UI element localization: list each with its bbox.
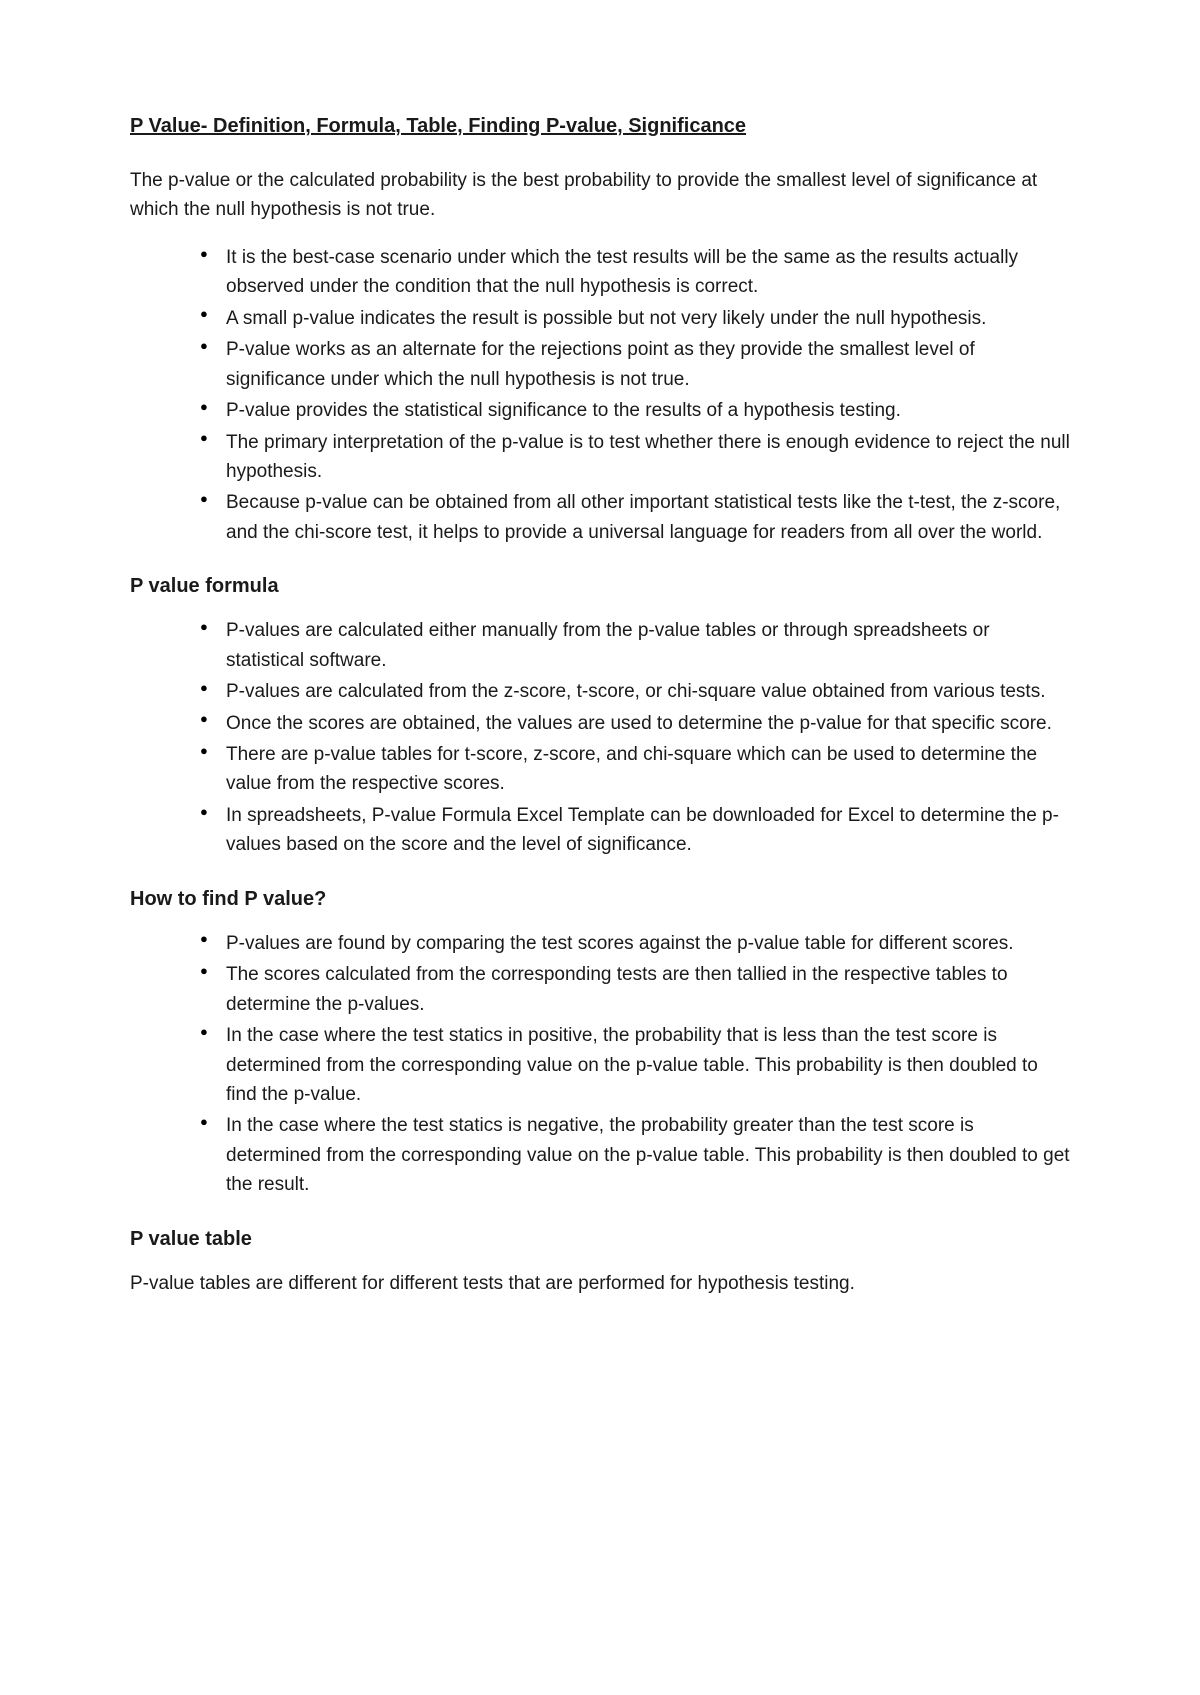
bullet-list-1: P-values are calculated either manually … <box>130 616 1070 860</box>
list-item: There are p-value tables for t-score, z-… <box>200 740 1070 799</box>
subheading-table: P value table <box>130 1228 1070 1251</box>
document-page: P Value- Definition, Formula, Table, Fin… <box>0 0 1200 1695</box>
list-item: P-values are found by comparing the test… <box>200 929 1070 958</box>
subheading-formula: P value formula <box>130 575 1070 598</box>
bullet-list-2: P-values are found by comparing the test… <box>130 929 1070 1200</box>
list-item: The scores calculated from the correspon… <box>200 960 1070 1019</box>
table-paragraph: P-value tables are different for differe… <box>130 1269 1070 1298</box>
list-item: It is the best-case scenario under which… <box>200 243 1070 302</box>
bullet-list-0: It is the best-case scenario under which… <box>130 243 1070 547</box>
list-item: In spreadsheets, P-value Formula Excel T… <box>200 801 1070 860</box>
list-item: Once the scores are obtained, the values… <box>200 709 1070 738</box>
list-item: P-value works as an alternate for the re… <box>200 335 1070 394</box>
list-item: The primary interpretation of the p-valu… <box>200 428 1070 487</box>
subheading-find: How to find P value? <box>130 888 1070 911</box>
intro-paragraph: The p-value or the calculated probabilit… <box>130 166 1070 225</box>
list-item: P-values are calculated either manually … <box>200 616 1070 675</box>
document-title: P Value- Definition, Formula, Table, Fin… <box>130 115 1070 138</box>
list-item: P-value provides the statistical signifi… <box>200 396 1070 425</box>
list-item: In the case where the test statics in po… <box>200 1021 1070 1109</box>
list-item: A small p-value indicates the result is … <box>200 304 1070 333</box>
list-item: In the case where the test statics is ne… <box>200 1111 1070 1199</box>
list-item: P-values are calculated from the z-score… <box>200 677 1070 706</box>
list-item: Because p-value can be obtained from all… <box>200 488 1070 547</box>
